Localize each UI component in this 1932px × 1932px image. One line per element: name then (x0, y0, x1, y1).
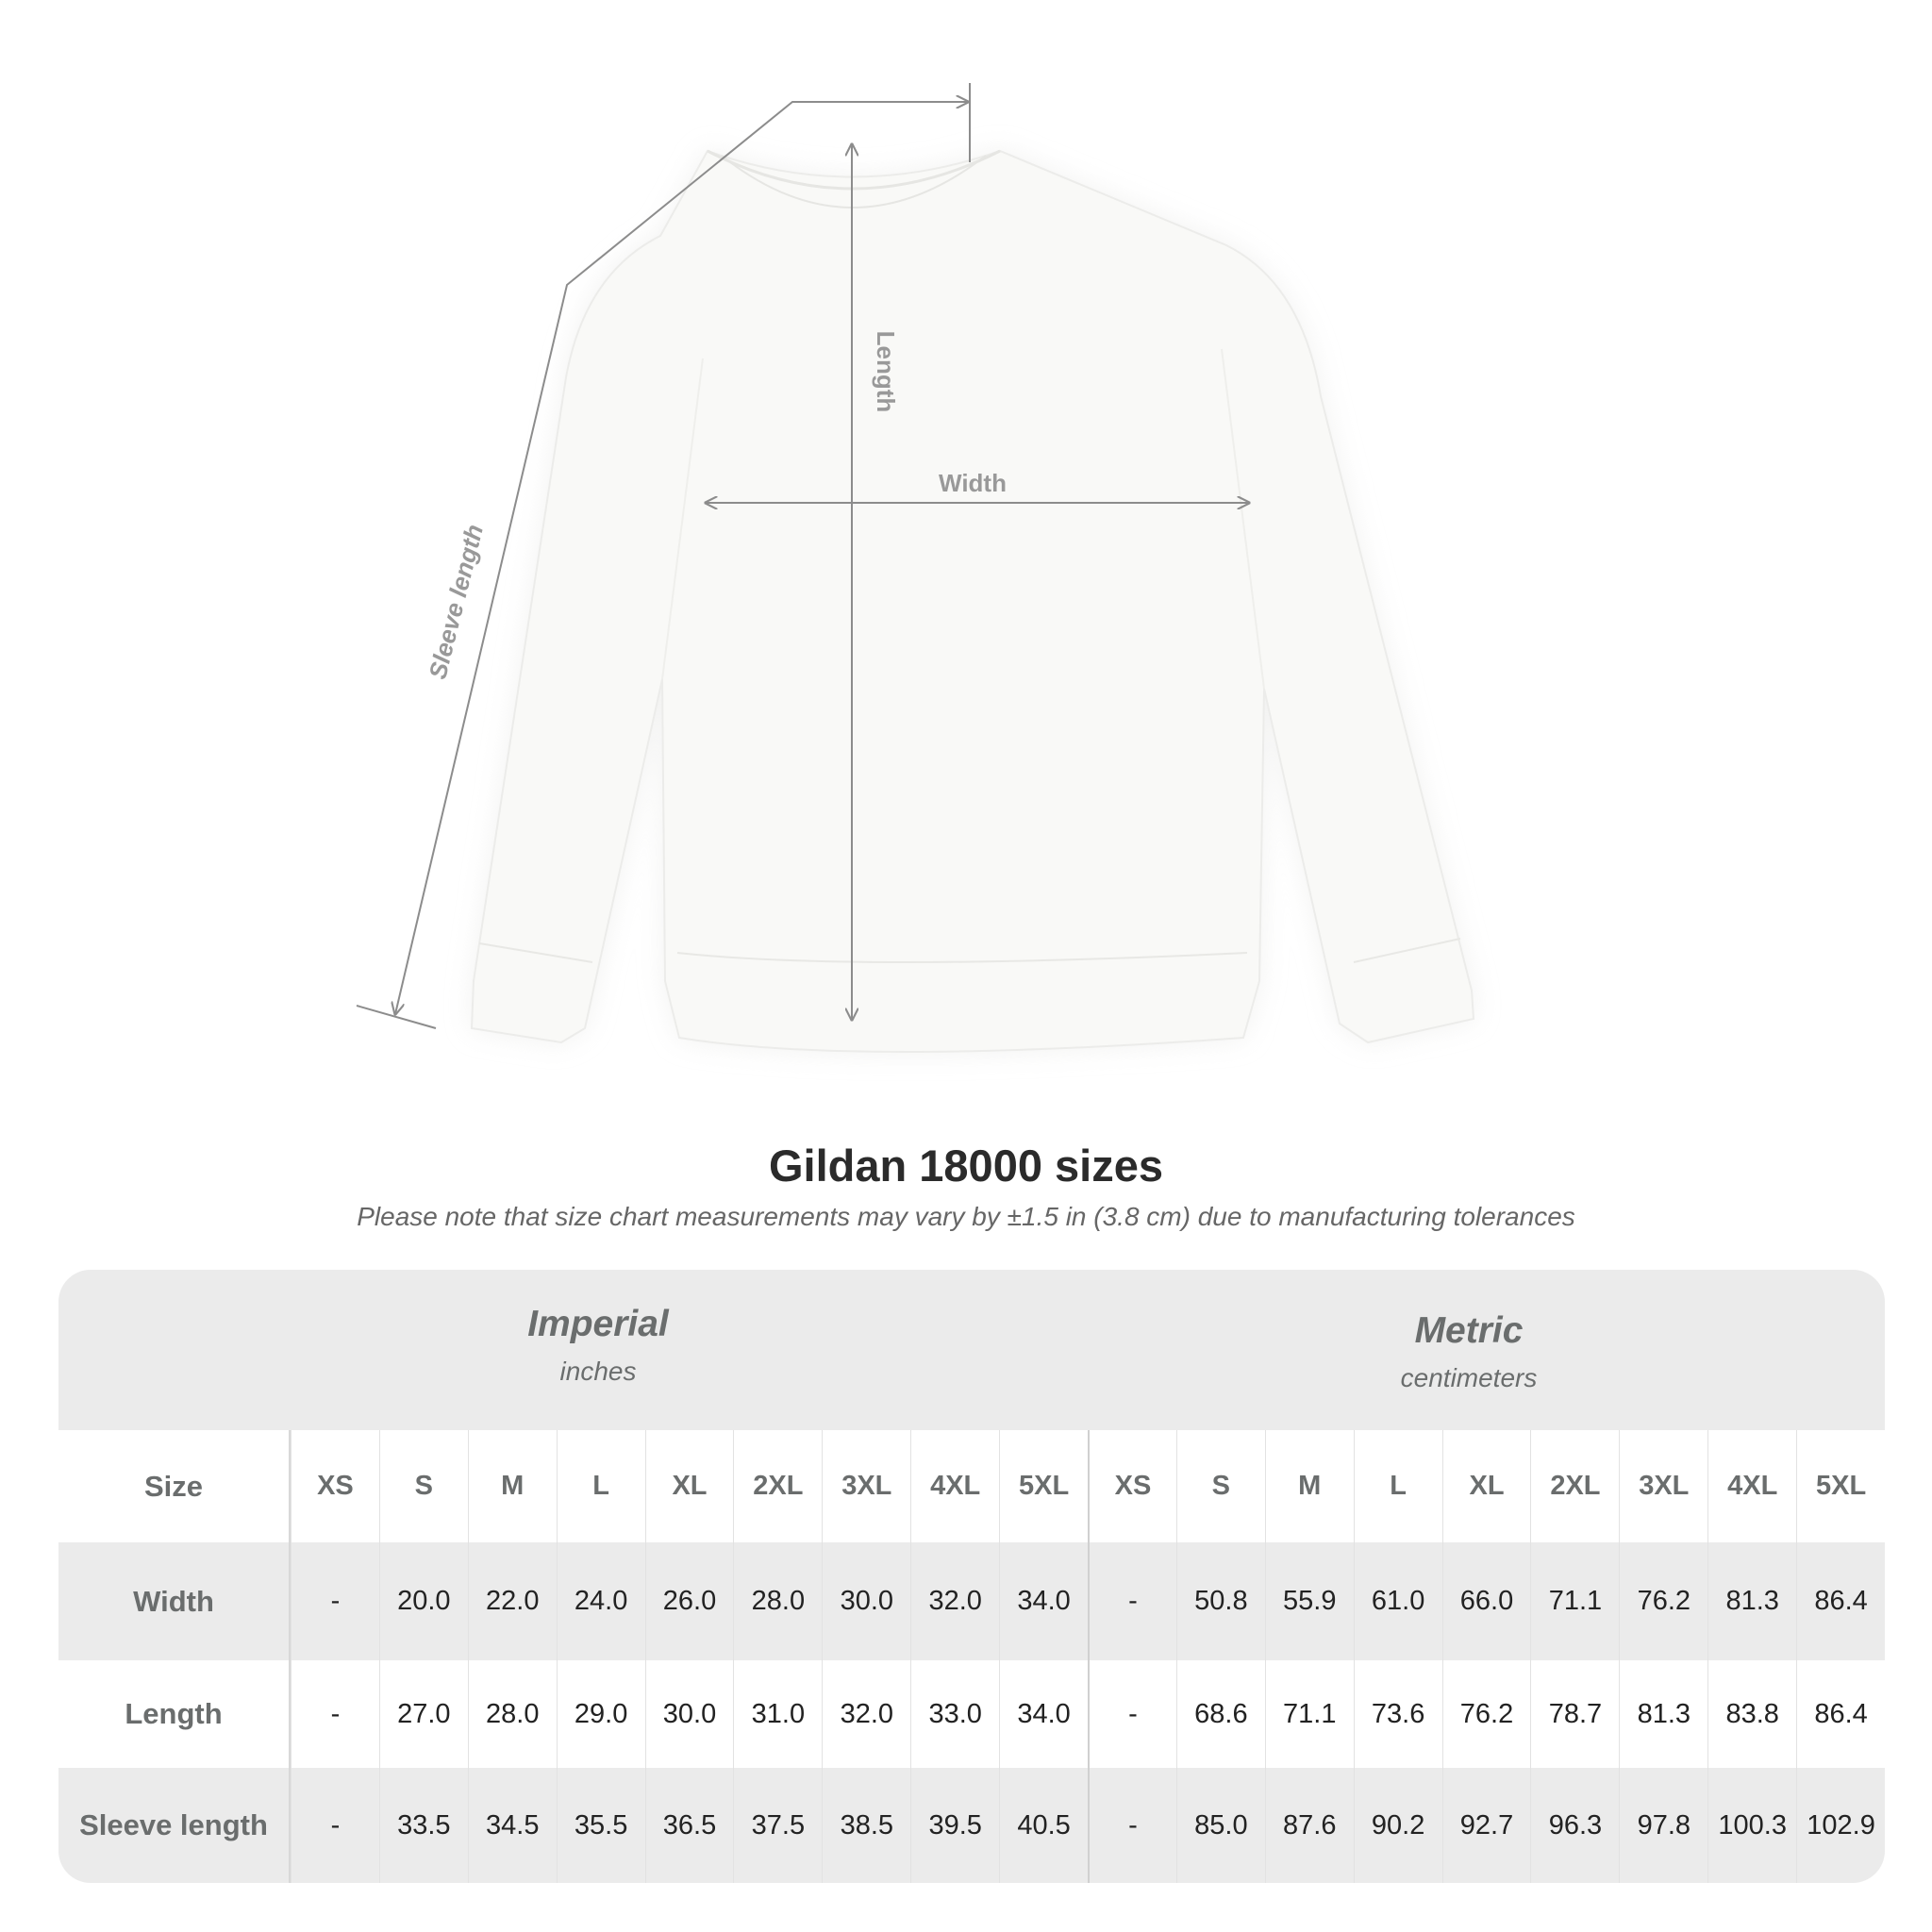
table-cell: 76.2 (1441, 1660, 1531, 1768)
table-cell: - (1088, 1768, 1176, 1883)
page-title: Gildan 18000 sizes (768, 1141, 1164, 1191)
size-column-header: 5XL (1796, 1430, 1885, 1542)
table-cell: 32.0 (910, 1542, 999, 1660)
table-cell: 61.0 (1353, 1542, 1442, 1660)
table-cell: 81.3 (1707, 1542, 1796, 1660)
table-cell: 50.8 (1175, 1542, 1265, 1660)
tolerance-note: Please note that size chart measurements… (357, 1202, 1575, 1231)
table-cell: - (291, 1542, 379, 1660)
size-column-header: 2XL (733, 1430, 822, 1542)
table-cell: 85.0 (1175, 1768, 1265, 1883)
table-cell: 87.6 (1264, 1768, 1354, 1883)
table-cell: 32.0 (822, 1660, 910, 1768)
table-cell: - (291, 1768, 379, 1883)
table-cell: 29.0 (556, 1660, 645, 1768)
table-cell: 22.0 (467, 1542, 557, 1660)
size-column-header: 5XL (999, 1430, 1088, 1542)
size-column-header: S (378, 1430, 468, 1542)
size-column-header: 4XL (1707, 1430, 1796, 1542)
table-cell: 24.0 (556, 1542, 645, 1660)
table-cell: 86.4 (1796, 1542, 1885, 1660)
table-cell: 20.0 (378, 1542, 468, 1660)
table-cell: 86.4 (1796, 1660, 1885, 1768)
sweatshirt-diagram: Length Width Sleeve length (356, 83, 1475, 1053)
table-cell: 27.0 (378, 1660, 468, 1768)
table-cell: 96.3 (1530, 1768, 1619, 1883)
size-column-header: XS (1088, 1430, 1176, 1542)
table-cell: 92.7 (1441, 1768, 1531, 1883)
table-cell: 30.0 (822, 1542, 910, 1660)
size-column-header: M (1264, 1430, 1354, 1542)
table-cell: 39.5 (910, 1768, 999, 1883)
size-chart-table: Imperial inches Metric centimeters Size … (58, 1270, 1885, 1883)
row-label: Width (58, 1542, 291, 1660)
size-column-header: S (1175, 1430, 1265, 1542)
sleeve-arrow (395, 102, 968, 1014)
table-cell: 102.9 (1796, 1768, 1885, 1883)
table-cell: 76.2 (1619, 1542, 1707, 1660)
size-row: Size XS S M L XL 2XL 3XL 4XL 5XL XS S M L XL 2XL 3XL 4XL… (58, 1430, 1885, 1542)
table-cell: - (1088, 1542, 1176, 1660)
table-cell: 34.0 (999, 1660, 1088, 1768)
metric-header: Metric centimeters (1400, 1310, 1538, 1392)
table-cell: 34.0 (999, 1542, 1088, 1660)
table-cell: 71.1 (1264, 1660, 1354, 1768)
table-cell: - (291, 1660, 379, 1768)
table-cell: 26.0 (644, 1542, 734, 1660)
size-column-header: 4XL (910, 1430, 999, 1542)
table-row: Sleeve length -33.5 34.5 35.5 36.5 37.5 38.5 39… (58, 1768, 1885, 1883)
measurement-lines (356, 83, 1249, 1029)
table-cell: 35.5 (556, 1768, 645, 1883)
table-cell: 40.5 (999, 1768, 1088, 1883)
size-column-header: L (556, 1430, 645, 1542)
width-label: Width (939, 469, 1007, 497)
size-column-header: XS (291, 1430, 379, 1542)
unit-header-band (58, 1270, 1885, 1430)
table-cell: 33.0 (910, 1660, 999, 1768)
table-cell: 38.5 (822, 1768, 910, 1883)
table-cell: 55.9 (1264, 1542, 1354, 1660)
imperial-header: Imperial inches (527, 1304, 669, 1386)
table-cell: 36.5 (644, 1768, 734, 1883)
size-column-header: M (467, 1430, 557, 1542)
table-cell: 68.6 (1175, 1660, 1265, 1768)
table-cell: 37.5 (733, 1768, 822, 1883)
table-row: Width -20.0 22.0 24.0 26.0 28.0 30.0 32.0 34.0-5… (58, 1542, 1885, 1660)
sweatshirt-image (470, 149, 1475, 1053)
table-cell: 28.0 (467, 1660, 557, 1768)
table-cell: 28.0 (733, 1542, 822, 1660)
size-column-header: L (1353, 1430, 1442, 1542)
length-label: Length (872, 331, 900, 413)
table-cell: 83.8 (1707, 1660, 1796, 1768)
table-cell: 90.2 (1353, 1768, 1442, 1883)
table-cell: 97.8 (1619, 1768, 1707, 1883)
table-cell: 31.0 (733, 1660, 822, 1768)
row-label: Length (58, 1660, 291, 1768)
table-cell: 33.5 (378, 1768, 468, 1883)
size-header: Size (58, 1430, 291, 1542)
table-row: Length -27.0 28.0 29.0 30.0 31.0 32.0 33.0 34.0-… (58, 1660, 1885, 1768)
table-cell: 100.3 (1707, 1768, 1796, 1883)
size-column-header: 3XL (822, 1430, 910, 1542)
size-column-header: 3XL (1619, 1430, 1707, 1542)
table-cell: - (1088, 1660, 1176, 1768)
size-column-header: 2XL (1530, 1430, 1619, 1542)
table-cell: 81.3 (1619, 1660, 1707, 1768)
table-cell: 73.6 (1353, 1660, 1442, 1768)
table-cell: 78.7 (1530, 1660, 1619, 1768)
table-cell: 30.0 (644, 1660, 734, 1768)
table-cell: 66.0 (1441, 1542, 1531, 1660)
row-label: Sleeve length (58, 1768, 291, 1883)
table-cell: 71.1 (1530, 1542, 1619, 1660)
size-column-header: XL (644, 1430, 734, 1542)
size-column-header: XL (1441, 1430, 1531, 1542)
table-cell: 34.5 (467, 1768, 557, 1883)
